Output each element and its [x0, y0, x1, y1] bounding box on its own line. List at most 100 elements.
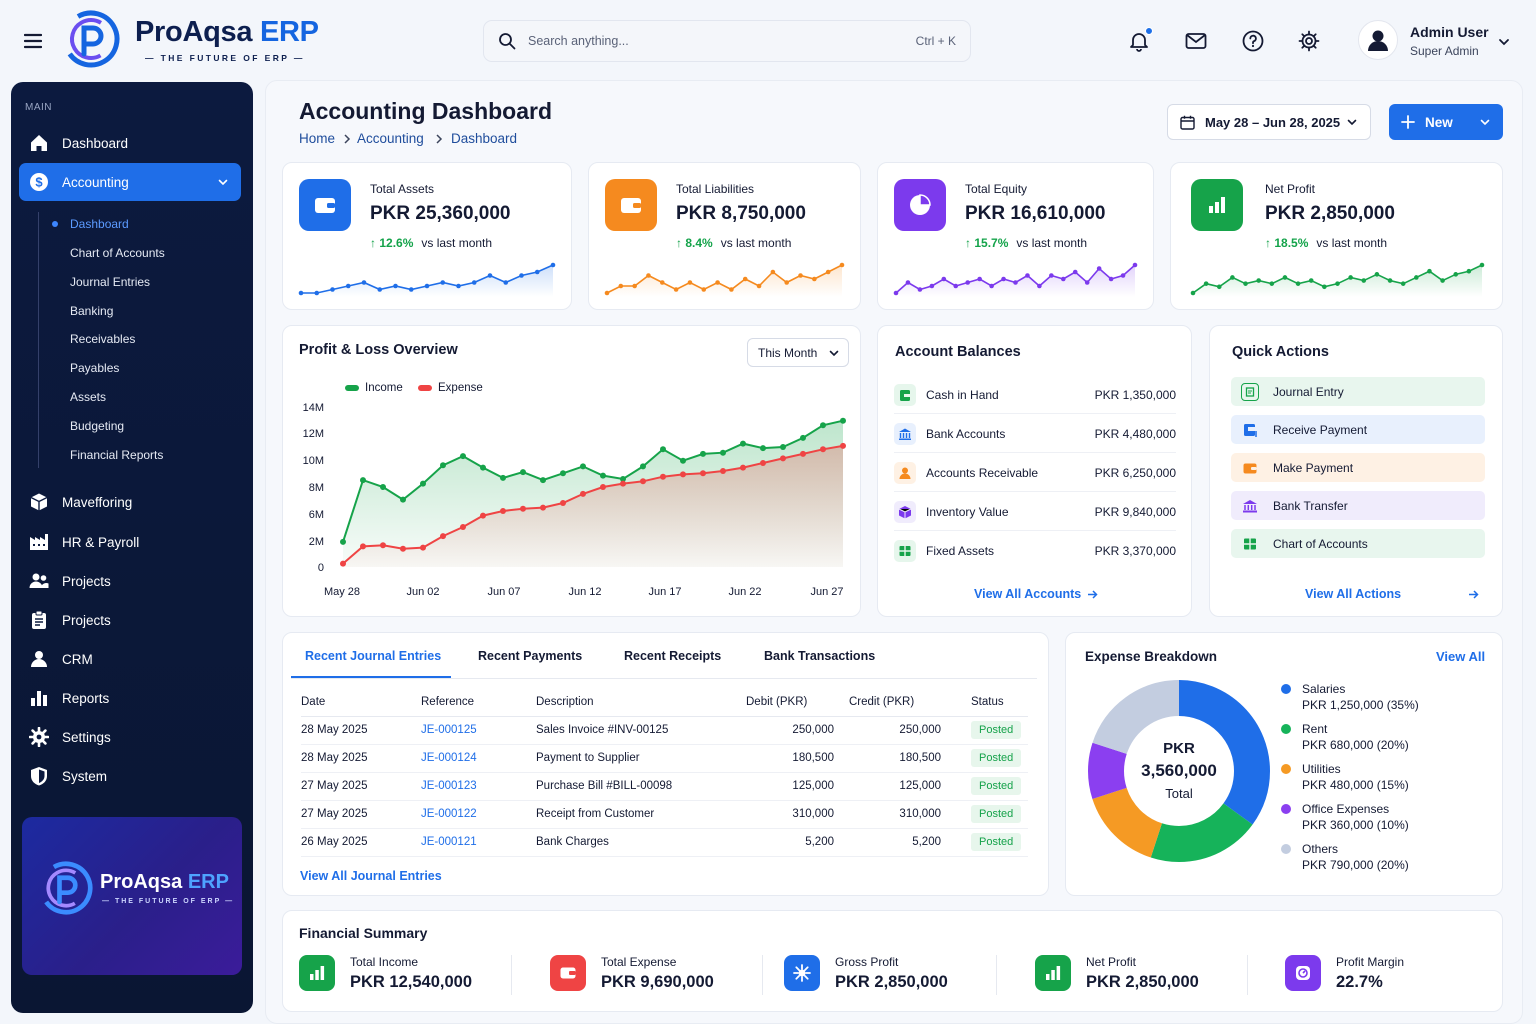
date-range-picker[interactable]: May 28 – Jun 28, 2025 — [1167, 104, 1371, 140]
kpi-card-total-equity[interactable]: Total Equity PKR 16,610,000 ↑ 15.7% vs la… — [877, 162, 1154, 310]
table-row[interactable]: 27 May 2025 JE-000123 Purchase Bill #BILL-… — [301, 772, 1028, 801]
account-row[interactable]: Accounts Receivable PKR 6,250,000 — [894, 454, 1176, 492]
new-button[interactable]: New — [1389, 104, 1503, 140]
sidebar-item-accounting[interactable]: $ Accounting — [19, 163, 241, 201]
kpi-label: Total Liabilities — [676, 182, 755, 196]
sparkline-area — [301, 265, 553, 297]
sub-item-journal-entries[interactable]: Journal Entries — [70, 275, 151, 289]
sub-item-dashboard[interactable]: Dashboard — [70, 217, 129, 231]
sparkline-point — [646, 273, 651, 278]
data-point — [680, 471, 686, 478]
sub-item-financial-reports[interactable]: Financial Reports — [70, 448, 164, 462]
table-row[interactable]: 27 May 2025 JE-000122 Receipt from Custome… — [301, 800, 1028, 829]
summary-title: Financial Summary — [299, 925, 428, 941]
cell-reference[interactable]: JE-000124 — [421, 744, 536, 773]
sub-item-banking[interactable]: Banking — [70, 304, 114, 318]
y-tick-label: 6M — [309, 509, 324, 521]
sub-item-budgeting[interactable]: Budgeting — [70, 419, 125, 433]
sub-item-assets[interactable]: Assets — [70, 390, 107, 404]
quick-action-journal-entry[interactable]: Journal Entry — [1231, 377, 1485, 406]
sidebar-item-projects-2[interactable]: Projects — [19, 601, 241, 639]
kpi-card-net-profit[interactable]: Net Profit PKR 2,850,000 ↑ 18.5% vs last … — [1170, 162, 1503, 310]
data-point — [600, 472, 606, 479]
legend-expense: Expense — [418, 382, 483, 394]
chevron-down-icon[interactable] — [1497, 35, 1511, 49]
data-point — [840, 442, 846, 449]
sidebar-item-dashboard[interactable]: Dashboard — [19, 124, 241, 162]
view-all-accounts-link[interactable]: View All Accounts — [974, 587, 1098, 601]
bell-icon[interactable] — [1128, 27, 1153, 52]
kpi-card-total-assets[interactable]: Total Assets PKR 25,360,000 ↑ 12.6% vs la… — [282, 162, 572, 310]
data-point — [560, 470, 566, 477]
expense-legend-item: Office Expenses PKR 360,000 (10%) — [1281, 801, 1409, 833]
status-badge: Posted — [971, 777, 1022, 795]
donut-center-text: 3,560,000 — [1141, 761, 1217, 780]
search-input[interactable]: Search anything... Ctrl + K — [483, 20, 971, 62]
sparkline-point — [1061, 276, 1066, 282]
tab-recent-receipts[interactable]: Recent Receipts — [624, 649, 722, 663]
sidebar-item-system[interactable]: System — [19, 757, 241, 795]
sparkline-point — [377, 287, 383, 292]
view-all-actions-link[interactable]: View All Actions — [1305, 587, 1402, 601]
summary-item[interactable]: Total Expense PKR 9,690,000 — [550, 955, 750, 995]
cell-reference[interactable]: JE-000125 — [421, 716, 536, 745]
summary-divider — [1247, 955, 1248, 995]
arrow-right-icon[interactable] — [1468, 589, 1479, 600]
menu-icon[interactable] — [24, 32, 42, 50]
box-icon — [894, 500, 916, 523]
summary-item[interactable]: Total Income PKR 12,540,000 — [299, 955, 499, 995]
quick-action-chart-of-accounts[interactable]: Chart of Accounts — [1231, 529, 1485, 558]
data-point — [620, 480, 626, 487]
sub-item-payables[interactable]: Payables — [70, 361, 120, 375]
period-select[interactable]: This Month — [747, 338, 849, 367]
sidebar-item-reports[interactable]: Reports — [19, 679, 241, 717]
cell-reference[interactable]: JE-000123 — [421, 772, 536, 801]
data-point — [380, 542, 386, 549]
table-row[interactable]: 26 May 2025 JE-000121 Bank Charges 5,200 5,2… — [301, 828, 1028, 857]
sparkline-point — [989, 283, 994, 289]
view-all-journal-link[interactable]: View All Journal Entries — [300, 869, 442, 883]
cell-reference[interactable]: JE-000121 — [421, 828, 536, 857]
cell-debit: 180,500 — [731, 744, 849, 773]
quick-action-bank-transfer[interactable]: Bank Transfer — [1231, 491, 1485, 520]
quick-action-make-payment[interactable]: Make Payment — [1231, 453, 1485, 482]
tab-divider — [291, 678, 1037, 679]
quick-action-receive-payment[interactable]: Receive Payment — [1231, 415, 1485, 444]
sidebar-item-crm[interactable]: CRM — [19, 640, 241, 678]
breadcrumb-home[interactable]: Home — [299, 131, 336, 146]
help-icon[interactable] — [1242, 30, 1264, 52]
expense-view-all-link[interactable]: View All — [1436, 649, 1486, 664]
table-row[interactable]: 28 May 2025 JE-000124 Payment to Supplier 1… — [301, 744, 1028, 773]
tab-recent-payments[interactable]: Recent Payments — [478, 649, 583, 663]
user-icon — [28, 648, 50, 670]
account-row[interactable]: Inventory Value PKR 9,840,000 — [894, 493, 1176, 531]
cell-debit: 5,200 — [731, 828, 849, 857]
tab-bank-transactions[interactable]: Bank Transactions — [764, 649, 876, 663]
expense-title: Expense Breakdown — [1085, 649, 1218, 664]
kpi-card-total-liabilities[interactable]: Total Liabilities PKR 8,750,000 ↑ 8.4% vs… — [588, 162, 861, 310]
account-row[interactable]: Fixed Assets PKR 3,370,000 — [894, 532, 1176, 570]
gear-icon[interactable] — [1298, 30, 1320, 52]
mail-icon[interactable] — [1185, 30, 1207, 52]
summary-item[interactable]: Gross Profit PKR 2,850,000 — [784, 955, 984, 995]
cell-credit: 125,000 — [849, 772, 951, 801]
cell-reference[interactable]: JE-000122 — [421, 800, 536, 829]
sidebar-item-manufacturing[interactable]: Mavefforing — [19, 483, 241, 521]
sidebar-item-projects[interactable]: Projects — [19, 562, 241, 600]
sidebar-item-hr-payroll[interactable]: HR & Payroll — [19, 523, 241, 561]
breadcrumb-accounting[interactable]: Accounting — [357, 131, 424, 146]
sparkline-point — [965, 280, 970, 285]
account-row[interactable]: Bank Accounts PKR 4,480,000 — [894, 415, 1176, 453]
expense-name: Others — [1302, 842, 1339, 856]
sub-item-receivables[interactable]: Receivables — [70, 332, 136, 346]
sidebar-item-settings[interactable]: Settings — [19, 718, 241, 756]
avatar[interactable] — [1358, 20, 1398, 60]
quick-actions-title: Quick Actions — [1232, 344, 1329, 360]
tab-recent-journal-entries[interactable]: Recent Journal Entries — [305, 649, 442, 663]
summary-item[interactable]: Net Profit PKR 2,850,000 — [1035, 955, 1235, 995]
sub-item-chart-of-accounts[interactable]: Chart of Accounts — [70, 246, 165, 260]
summary-item[interactable]: Profit Margin 22.7% — [1285, 955, 1485, 995]
account-row[interactable]: Cash in Hand PKR 1,350,000 — [894, 376, 1176, 414]
table-row[interactable]: 28 May 2025 JE-000125 Sales Invoice #INV-0… — [301, 716, 1028, 745]
sparkline-point — [534, 269, 540, 275]
